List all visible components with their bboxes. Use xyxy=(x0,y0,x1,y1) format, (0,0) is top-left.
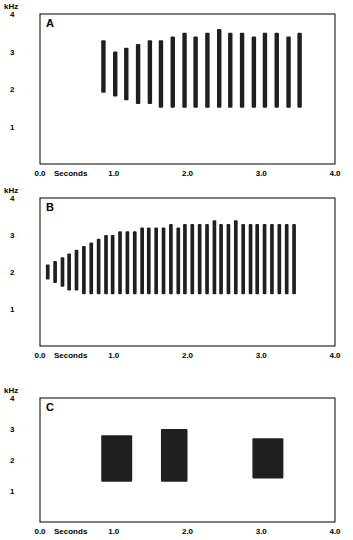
y-tick-label: 3 xyxy=(10,425,15,434)
note xyxy=(89,242,93,294)
note xyxy=(292,224,296,294)
x-tick-label: 3.0 xyxy=(256,351,268,360)
note xyxy=(270,224,274,294)
note xyxy=(183,224,187,294)
note xyxy=(111,235,115,294)
note xyxy=(241,224,245,294)
y-tick-label: 1 xyxy=(10,487,15,496)
note xyxy=(171,37,175,108)
note xyxy=(297,33,301,108)
note xyxy=(228,33,232,108)
note xyxy=(176,228,180,295)
note xyxy=(255,224,259,294)
note xyxy=(136,44,140,104)
note xyxy=(104,235,108,294)
note xyxy=(61,257,65,287)
note xyxy=(133,231,137,294)
note xyxy=(263,224,267,294)
note xyxy=(227,224,231,294)
note xyxy=(240,33,244,108)
x-axis-label: Seconds xyxy=(54,527,88,536)
x-tick-label: 2.0 xyxy=(182,169,194,178)
x-tick-label: 1.0 xyxy=(108,351,120,360)
panel: BkHz12340.01.02.03.04.0Seconds xyxy=(4,186,341,360)
note xyxy=(198,224,202,294)
x-tick-label: 2.0 xyxy=(182,351,194,360)
note xyxy=(67,254,71,291)
figure: AkHz12340.01.02.03.04.0SecondsBkHz12340.… xyxy=(0,0,353,540)
x-tick-label: 3.0 xyxy=(256,527,268,536)
x-tick-label: 4.0 xyxy=(329,527,341,536)
x-tick-label: 2.0 xyxy=(182,527,194,536)
x-tick-label: 0.0 xyxy=(34,169,46,178)
note xyxy=(275,33,279,108)
notes xyxy=(101,29,302,108)
note xyxy=(118,231,122,294)
note xyxy=(249,224,253,294)
note xyxy=(148,40,152,104)
panel-title: A xyxy=(46,17,54,29)
note xyxy=(213,220,217,294)
note xyxy=(286,37,290,108)
note xyxy=(217,29,221,108)
y-tick-label: 1 xyxy=(10,305,15,314)
plot-frame xyxy=(40,198,335,346)
note xyxy=(252,37,256,108)
note xyxy=(219,224,223,294)
note xyxy=(82,246,86,294)
y-tick-label: 3 xyxy=(10,48,15,57)
panel: AkHz12340.01.02.03.04.0Seconds xyxy=(4,2,341,178)
x-tick-label: 0.0 xyxy=(34,351,46,360)
note xyxy=(190,224,194,294)
notes xyxy=(101,429,283,482)
x-tick-label: 3.0 xyxy=(256,169,268,178)
note xyxy=(53,261,57,283)
note xyxy=(285,224,289,294)
note xyxy=(205,33,209,108)
note xyxy=(193,37,197,108)
note xyxy=(140,228,144,295)
note xyxy=(162,228,166,295)
note xyxy=(277,224,281,294)
plot-frame xyxy=(40,398,335,522)
x-tick-label: 0.0 xyxy=(34,527,46,536)
note xyxy=(113,52,117,97)
note xyxy=(97,239,101,295)
panel-title: B xyxy=(46,201,54,213)
note xyxy=(101,40,105,93)
note xyxy=(169,224,173,294)
plot-frame xyxy=(40,14,335,164)
panel-title: C xyxy=(46,401,54,413)
note xyxy=(159,40,163,108)
panel: CkHz12340.01.02.03.04.0Seconds xyxy=(4,386,341,536)
y-tick-label: 4 xyxy=(10,194,15,203)
note xyxy=(234,220,238,294)
note xyxy=(124,48,128,101)
y-tick-label: 4 xyxy=(10,394,15,403)
note xyxy=(205,224,209,294)
note xyxy=(75,250,79,291)
note xyxy=(126,231,130,294)
note xyxy=(252,438,283,478)
notes xyxy=(46,220,296,294)
note xyxy=(101,435,132,482)
y-tick-label: 2 xyxy=(10,268,15,277)
x-tick-label: 4.0 xyxy=(329,169,341,178)
note xyxy=(263,33,267,108)
note xyxy=(147,228,151,295)
x-tick-label: 1.0 xyxy=(108,527,120,536)
note xyxy=(161,429,188,482)
y-tick-label: 2 xyxy=(10,85,15,94)
x-tick-label: 4.0 xyxy=(329,351,341,360)
x-tick-label: 1.0 xyxy=(108,169,120,178)
y-tick-label: 2 xyxy=(10,456,15,465)
note xyxy=(154,228,158,295)
y-tick-label: 1 xyxy=(10,123,15,132)
y-tick-label: 4 xyxy=(10,10,15,19)
note xyxy=(182,33,186,108)
x-axis-label: Seconds xyxy=(54,169,88,178)
note xyxy=(46,265,50,280)
x-axis-label: Seconds xyxy=(54,351,88,360)
y-tick-label: 3 xyxy=(10,231,15,240)
